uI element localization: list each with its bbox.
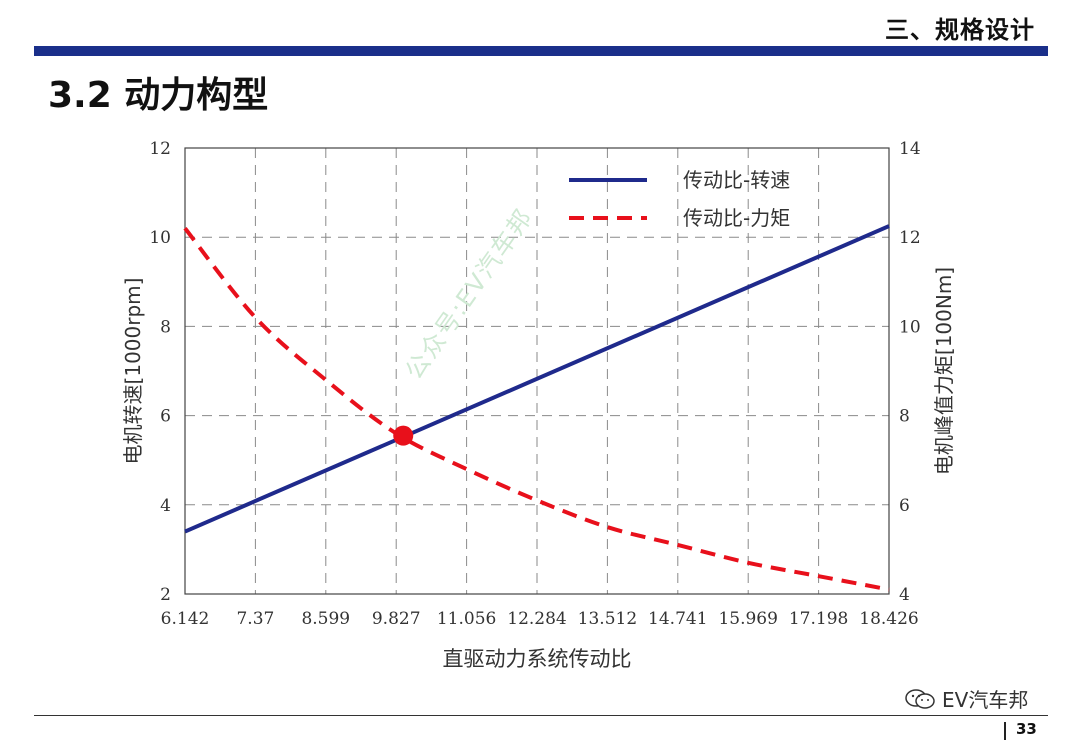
x-tick-label: 6.142	[161, 609, 210, 629]
x-tick-label: 11.056	[437, 609, 496, 629]
y-tick-label-right: 14	[899, 139, 921, 159]
x-tick-label: 13.512	[578, 609, 637, 629]
legend-label-2: 传动比-力矩	[683, 206, 790, 230]
brand: EV汽车邦	[904, 684, 1028, 713]
x-tick-label: 12.284	[507, 609, 566, 629]
series-line-2	[183, 227, 890, 592]
y-tick-label-right: 8	[899, 407, 910, 427]
brand-name: EV汽车邦	[942, 688, 1029, 712]
y-tick-label-right: 10	[899, 317, 921, 337]
header-rule	[34, 46, 1048, 56]
y-tick-label-left: 4	[160, 496, 171, 516]
y-tick-label-left: 2	[160, 585, 171, 605]
x-tick-label: 18.426	[859, 609, 918, 629]
y-axis-label-left: 电机转速[1000rpm]	[121, 278, 145, 465]
wechat-icon	[905, 688, 935, 709]
x-axis-label: 直驱动力系统传动比	[443, 647, 632, 671]
page-heading: 3.2 动力构型	[48, 75, 269, 116]
x-tick-label: 7.37	[236, 609, 274, 629]
plot-frame	[184, 147, 890, 595]
y-tick-label-right: 6	[899, 496, 910, 516]
y-axis-label-right: 电机峰值力矩[100Nm]	[932, 267, 956, 475]
y-tick-label-right: 12	[899, 228, 921, 248]
x-tick-label: 9.827	[372, 609, 421, 629]
y-tick-label-left: 6	[160, 407, 171, 427]
y-tick-label-right: 4	[899, 585, 910, 605]
series-line-1	[184, 224, 890, 534]
x-tick-label: 8.599	[301, 609, 350, 629]
x-tick-label: 14.741	[648, 609, 707, 629]
y-tick-label-left: 10	[149, 228, 171, 248]
y-tick-label-left: 12	[149, 139, 171, 159]
y-tick-label-left: 8	[160, 317, 171, 337]
x-tick-label: 17.198	[789, 609, 848, 629]
section-title: 三、规格设计	[885, 16, 1035, 44]
page-number: 33	[1016, 720, 1037, 738]
page-separator	[1004, 722, 1006, 740]
legend-label-1: 传动比-转速	[683, 168, 790, 192]
footer-rule	[34, 715, 1048, 716]
x-tick-label: 15.969	[718, 609, 777, 629]
intersection-marker	[393, 425, 414, 446]
